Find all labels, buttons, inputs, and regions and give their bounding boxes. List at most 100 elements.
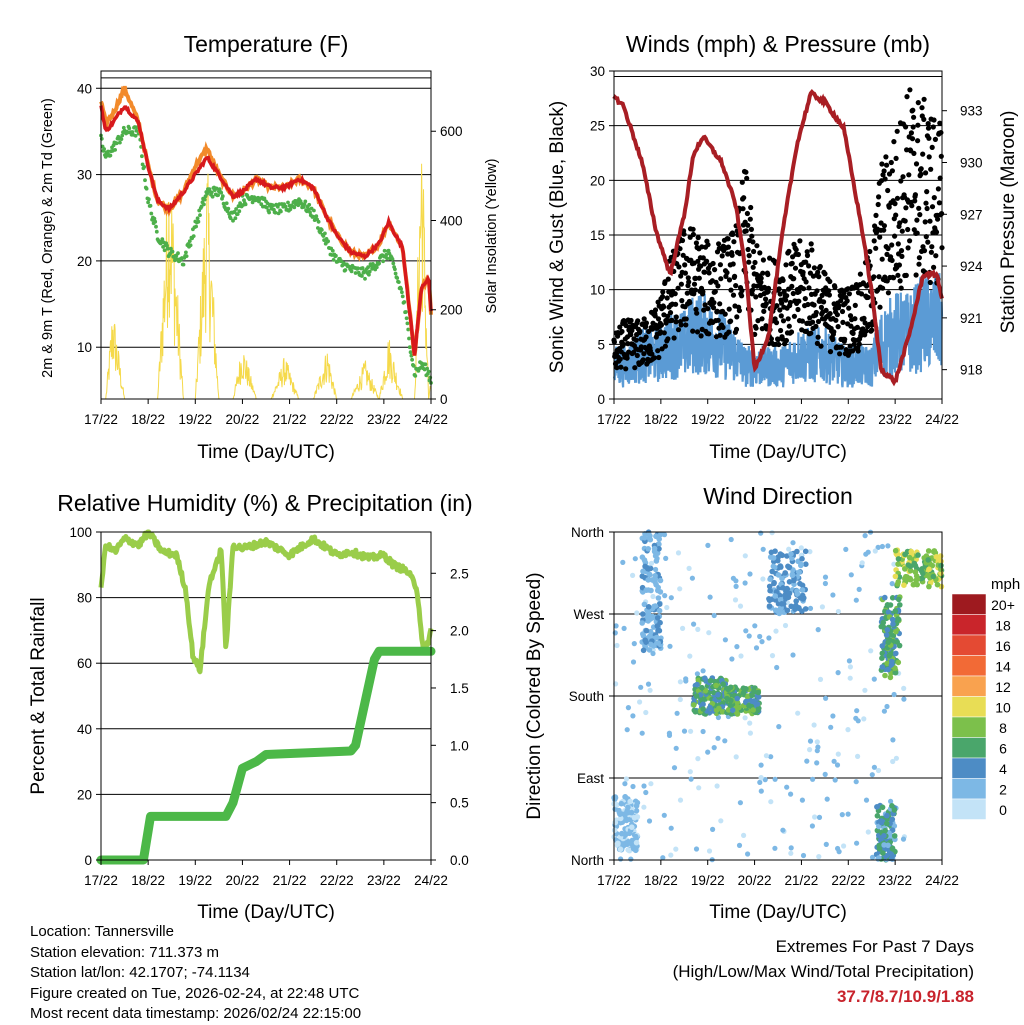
dewpoint-point [140, 154, 144, 159]
direction-point [889, 616, 896, 623]
gust-point [896, 262, 903, 268]
station-elevation: Station elevation: 711.373 m [30, 943, 220, 961]
x-tick-label: 21/22 [785, 412, 819, 427]
direction-point [725, 686, 731, 693]
direction-point [775, 572, 782, 578]
gust-point [910, 107, 916, 113]
direction-point [660, 855, 666, 861]
x-tick-label: 20/22 [226, 412, 260, 427]
direction-point [746, 633, 752, 639]
direction-point [740, 690, 747, 696]
gust-point [620, 341, 627, 347]
direction-point [641, 557, 648, 563]
y-tick-label: 20 [77, 787, 92, 802]
direction-point [886, 653, 893, 659]
direction-point [617, 815, 624, 822]
direction-point [625, 705, 632, 711]
y-tick-label: South [569, 689, 604, 704]
dewpoint-point [120, 133, 125, 138]
dewpoint-point [243, 202, 248, 207]
direction-point [691, 702, 697, 708]
direction-point [768, 549, 775, 556]
direction-point [889, 581, 895, 587]
direction-point [630, 783, 636, 790]
gust-point [682, 270, 689, 276]
dewpoint-point [148, 203, 153, 208]
gust-point [925, 239, 931, 245]
temperature-gridlines [101, 77, 431, 348]
winds-x-label: Time (Day/UTC) [709, 442, 847, 463]
direction-point [814, 739, 820, 745]
direction-point [694, 671, 701, 677]
gust-point [811, 302, 817, 308]
direction-point [758, 788, 764, 794]
pressure-y-label: Station Pressure (Maroon) [998, 111, 1019, 334]
dewpoint-point [147, 197, 151, 202]
direction-point [628, 809, 635, 816]
direction-point [758, 530, 764, 536]
direction-point [926, 566, 932, 573]
gust-point [664, 295, 670, 301]
gust-point [780, 318, 787, 324]
gust-point [891, 139, 897, 145]
y-tick-label: East [577, 771, 604, 786]
gust-point [871, 238, 877, 244]
gust-point [881, 227, 887, 233]
direction-point [935, 555, 942, 562]
direction-point [725, 707, 732, 713]
dewpoint-point [393, 267, 397, 272]
direction-point [889, 803, 895, 809]
x-tick-label: 18/22 [644, 873, 678, 888]
direction-point [889, 845, 896, 852]
direction-point [871, 764, 878, 770]
gust-point [783, 337, 790, 344]
direction-point [878, 819, 885, 826]
direction-point [677, 586, 683, 592]
direction-point [897, 602, 903, 608]
direction-point [710, 826, 716, 833]
colorbar-swatch [951, 696, 987, 718]
direction-point [896, 596, 902, 603]
direction-point [890, 737, 896, 743]
gust-point [915, 138, 921, 144]
direction-point [618, 800, 625, 807]
gust-point [748, 204, 754, 211]
direction-point [845, 811, 851, 817]
direction-point [716, 705, 722, 712]
direction-point [771, 579, 777, 586]
direction-point [893, 650, 899, 657]
gust-point [696, 275, 702, 281]
gust-point [722, 311, 728, 317]
direction-point [814, 748, 820, 754]
gust-point [926, 154, 932, 160]
dewpoint-point [425, 366, 429, 371]
gust-point [848, 323, 854, 329]
direction-point [799, 797, 806, 803]
direction-point [653, 581, 659, 588]
gust-point [774, 303, 780, 309]
gust-point [747, 216, 753, 222]
extremes-heading: Extremes For Past 7 Days [775, 937, 974, 956]
direction-point [750, 707, 756, 713]
direction-point [810, 776, 816, 782]
gust-point [677, 246, 683, 252]
direction-point [811, 722, 817, 728]
direction-point [874, 804, 880, 810]
gust-point [778, 327, 784, 334]
dewpoint-point [191, 234, 196, 239]
direction-point [754, 701, 761, 707]
gust-point [634, 352, 640, 359]
direction-point [884, 627, 891, 633]
direction-point [892, 573, 899, 580]
gust-point [935, 186, 942, 192]
gust-point [907, 87, 913, 93]
x-tick-label: 24/22 [925, 873, 959, 888]
gust-point [714, 308, 720, 314]
gust-point [673, 319, 679, 325]
gust-point [680, 252, 686, 258]
direction-point [816, 814, 823, 821]
recent-timestamp: Most recent data timestamp: 2026/02/24 2… [30, 1005, 362, 1022]
gust-point [759, 316, 765, 322]
direction-point [892, 547, 899, 554]
gust-point [923, 200, 929, 206]
